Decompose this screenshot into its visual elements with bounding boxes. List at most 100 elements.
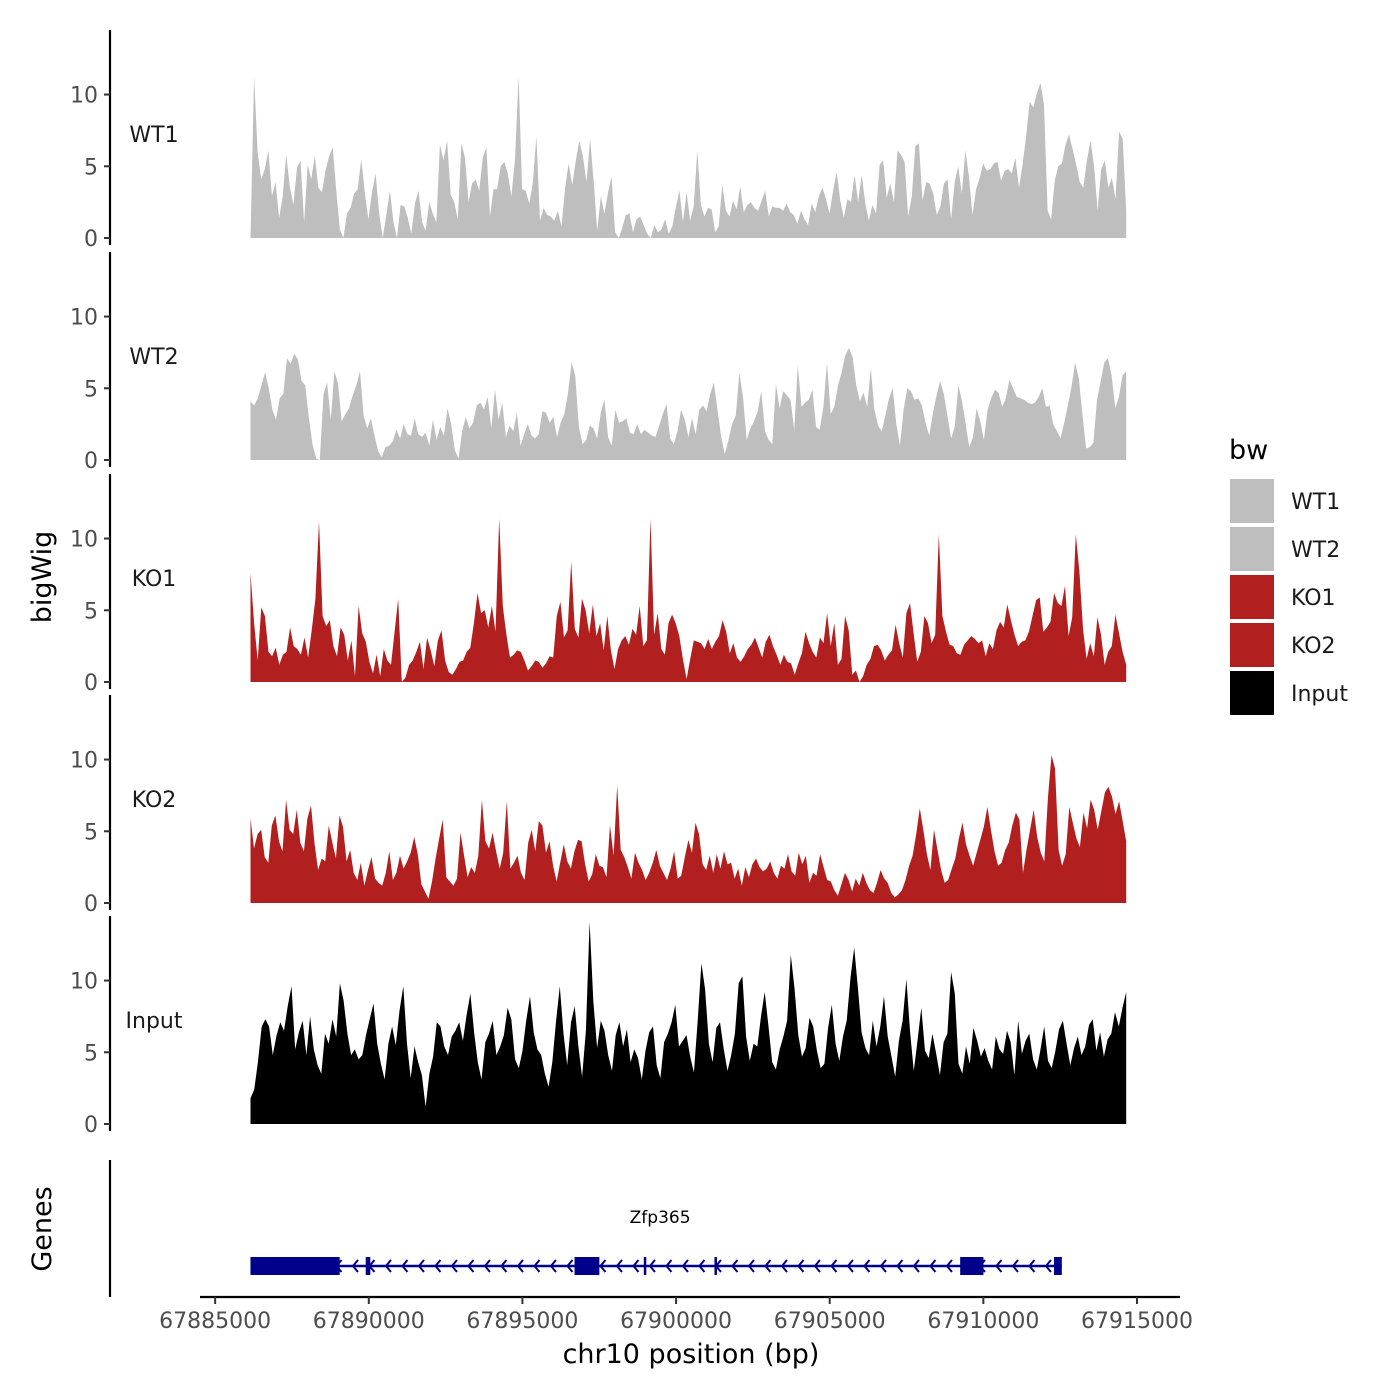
y-tick-label: 5 — [84, 155, 98, 180]
track-input: 0 5 10 Input — [70, 916, 1127, 1138]
gene-exon — [714, 1257, 717, 1275]
strand-arrow — [516, 1259, 524, 1273]
strand-arrow — [863, 1259, 871, 1273]
strand-arrow — [929, 1259, 937, 1273]
legend-swatch — [1230, 623, 1274, 667]
y-axis-title: bigWig — [27, 531, 58, 624]
y-tick-label: 0 — [84, 892, 98, 917]
gene-track: Zfp365 — [108, 1160, 1062, 1297]
x-tick-label: 67885000 — [159, 1309, 271, 1334]
strand-arrow — [681, 1259, 689, 1273]
strand-arrow — [434, 1259, 442, 1273]
strand-arrow — [566, 1259, 574, 1273]
track-label-ko1: KO1 — [132, 567, 177, 592]
strand-arrow — [731, 1259, 739, 1273]
y-tick-label: 0 — [84, 227, 98, 252]
gene-coding-block — [250, 1257, 340, 1275]
x-tick-label: 67905000 — [774, 1309, 886, 1334]
gene-name-label: Zfp365 — [630, 1208, 691, 1228]
gene-exon — [643, 1257, 647, 1275]
strand-arrow — [912, 1259, 920, 1273]
y-tick-label: 5 — [84, 1041, 98, 1066]
strand-arrow — [384, 1259, 392, 1273]
y-tick-label: 10 — [70, 749, 98, 774]
gene-coding-block — [1054, 1257, 1062, 1275]
strand-arrow — [401, 1259, 409, 1273]
x-tick-label: 67890000 — [313, 1309, 425, 1334]
strand-arrow — [879, 1259, 887, 1273]
strand-arrow — [500, 1259, 508, 1273]
gene-coding-block — [574, 1257, 600, 1275]
coverage-tracks: 0 5 10 WT1 0 5 10 WT2 0 5 10 KO1 0 5 10 KO2 0 5 10 Input — [70, 30, 1127, 1138]
y-tick-label: 0 — [84, 1113, 98, 1138]
track-label-wt2: WT2 — [129, 345, 178, 370]
y-tick-label: 10 — [70, 970, 98, 995]
x-tick-label: 67915000 — [1081, 1309, 1193, 1334]
coverage-area-wt2 — [250, 348, 1127, 460]
strand-arrow — [483, 1259, 491, 1273]
strand-arrow — [797, 1259, 805, 1273]
track-wt1: 0 5 10 WT1 — [70, 30, 1127, 252]
y-tick-label: 0 — [84, 449, 98, 474]
y-tick-label: 0 — [84, 671, 98, 696]
track-label-ko2: KO2 — [132, 788, 177, 813]
gene-coding-block — [960, 1257, 984, 1275]
strand-arrow — [417, 1259, 425, 1273]
strand-arrow — [780, 1259, 788, 1273]
strand-arrow — [813, 1259, 821, 1273]
legend-title: bw — [1229, 435, 1268, 466]
strand-arrow — [945, 1259, 953, 1273]
y-tick-label: 5 — [84, 820, 98, 845]
legend-swatch — [1230, 479, 1274, 523]
coverage-area-wt1 — [250, 75, 1127, 239]
legend-swatch — [1230, 527, 1274, 571]
gene-exon — [365, 1257, 371, 1275]
strand-arrow — [599, 1259, 607, 1273]
legend-label: KO2 — [1291, 634, 1336, 659]
legend-label: WT2 — [1291, 538, 1340, 563]
genes-axis-title: Genes — [27, 1186, 58, 1271]
strand-arrow — [896, 1259, 904, 1273]
strand-arrow — [1028, 1259, 1036, 1273]
legend-swatch — [1230, 575, 1274, 619]
strand-arrow — [533, 1259, 541, 1273]
legend-item-input: Input — [1230, 671, 1348, 715]
strand-arrow — [698, 1259, 706, 1273]
strand-arrow — [846, 1259, 854, 1273]
legend-item-ko1: KO1 — [1230, 575, 1336, 619]
coverage-area-ko1 — [250, 518, 1127, 682]
x-tick-label: 67910000 — [927, 1309, 1039, 1334]
legend-label: KO1 — [1291, 586, 1336, 611]
strand-arrow — [747, 1259, 755, 1273]
legend-label: WT1 — [1291, 490, 1340, 515]
strand-arrow — [665, 1259, 673, 1273]
strand-arrow — [632, 1259, 640, 1273]
strand-arrow — [549, 1259, 557, 1273]
strand-arrow — [830, 1259, 838, 1273]
legend-item-wt1: WT1 — [1230, 479, 1340, 523]
strand-arrow — [615, 1259, 623, 1273]
strand-arrow — [995, 1259, 1003, 1273]
strand-arrow — [648, 1259, 656, 1273]
legend-label: Input — [1291, 682, 1348, 707]
track-ko1: 0 5 10 KO1 — [70, 474, 1127, 696]
y-tick-label: 5 — [84, 377, 98, 402]
track-label-input: Input — [126, 1009, 183, 1034]
strand-arrow — [351, 1259, 359, 1273]
coverage-area-input — [250, 921, 1127, 1124]
strand-arrow — [1011, 1259, 1019, 1273]
strand-arrow — [467, 1259, 475, 1273]
legend-swatch — [1230, 671, 1274, 715]
x-axis: 67885000 67890000 67895000 67900000 67905000… — [159, 1295, 1193, 1334]
legend-item-wt2: WT2 — [1230, 527, 1340, 571]
coverage-area-ko2 — [250, 755, 1127, 903]
legend: bw WT1 WT2 KO1 KO2 Input — [1229, 435, 1348, 715]
legend-item-ko2: KO2 — [1230, 623, 1336, 667]
strand-arrow — [450, 1259, 458, 1273]
y-tick-label: 10 — [70, 84, 98, 109]
track-ko2: 0 5 10 KO2 — [70, 695, 1127, 917]
strand-arrow — [764, 1259, 772, 1273]
track-wt2: 0 5 10 WT2 — [70, 252, 1127, 474]
x-tick-label: 67900000 — [620, 1309, 732, 1334]
